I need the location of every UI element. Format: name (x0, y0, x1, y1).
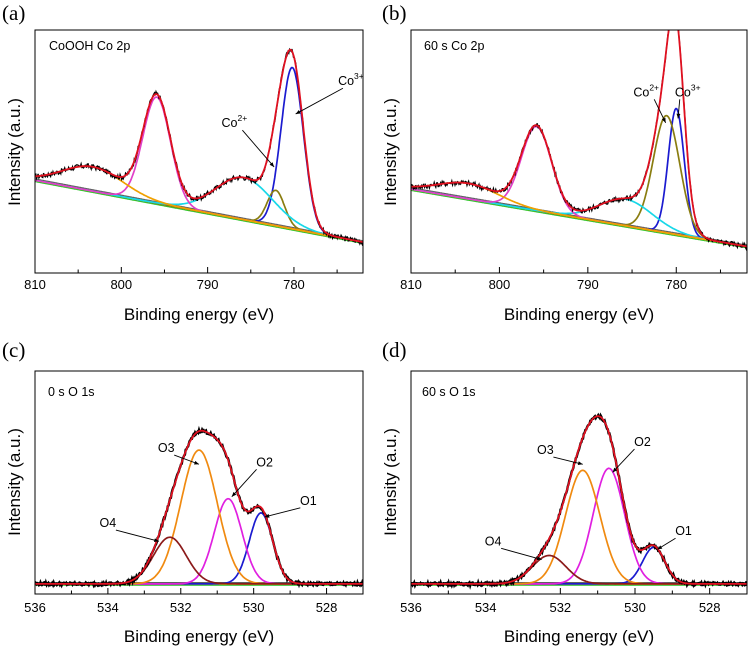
peak-label: Co2+ (222, 113, 248, 130)
x-axis-label: Binding energy (eV) (124, 305, 274, 324)
x-tick-label: 532 (170, 600, 192, 615)
peak-label: O4 (100, 516, 117, 530)
x-tick-label: 536 (24, 600, 46, 615)
peak-label: O1 (300, 494, 317, 508)
panel-title: 0 s O 1s (48, 385, 95, 399)
peak-label: O3 (537, 443, 554, 457)
peak-arrow (231, 468, 257, 497)
plot-area (411, 412, 747, 590)
plot-frame (34, 370, 364, 595)
y-axis-label: Intensity (a.u.) (5, 428, 24, 536)
peak-label: O2 (256, 455, 273, 469)
peak-arrow (115, 529, 160, 542)
panel-d: 536 534 532 530 528 (d) 60 s O 1s Binding energ… (381, 338, 748, 646)
peak-arrow-head (264, 513, 270, 518)
x-tick-label: 534 (97, 600, 119, 615)
fit-peak-o2 (411, 467, 747, 585)
x-axis-label: Binding energy (eV) (504, 627, 654, 646)
peak-arrow-head (612, 467, 618, 473)
peak-label: O3 (158, 441, 175, 455)
peak-arrow (264, 507, 301, 518)
plot-frame (34, 29, 364, 274)
x-tick-label: 532 (549, 600, 571, 615)
peak-label: Co3+ (675, 82, 701, 99)
panel-letter: (b) (382, 1, 407, 25)
peak-arrow-head (657, 545, 663, 550)
peak-arrow-head (194, 460, 199, 465)
peak-arrow (501, 547, 542, 560)
plot-area (411, 30, 747, 252)
x-tick-label: 536 (400, 600, 422, 615)
panel-title: 60 s Co 2p (424, 39, 485, 53)
peak-arrow (242, 129, 275, 168)
peak-label: Co3+ (338, 71, 364, 88)
peak-label: O2 (634, 435, 651, 449)
fit-envelope (411, 30, 747, 248)
panel-c: 536 534 532 530 528 (c) 0 s O 1s Binding energy… (2, 338, 364, 646)
panel-a: 810 800 790 780 (a) CoOOH Co 2p Binding energy… (2, 1, 364, 324)
peak-arrow-head (269, 162, 275, 167)
fit-envelope (411, 415, 747, 585)
peak-arrow (612, 448, 635, 473)
x-tick-label: 800 (110, 277, 132, 292)
peak-arrow-head (153, 538, 159, 543)
x-tick-label: 810 (400, 277, 422, 292)
background-line (35, 180, 363, 244)
peak-arrow-head (536, 556, 542, 561)
fit-peak-o4 (411, 554, 747, 585)
peak-label: O1 (675, 524, 692, 538)
raw-spectrum (411, 412, 747, 590)
x-tick-label: 528 (699, 600, 721, 615)
x-tick-label: 530 (243, 600, 265, 615)
peak-label: Co2+ (633, 82, 659, 99)
peak-arrow-head (231, 491, 237, 497)
peak-arrow-head (676, 113, 681, 119)
x-tick-label: 810 (24, 277, 46, 292)
x-tick-label: 534 (475, 600, 497, 615)
x-tick-label: 800 (489, 277, 511, 292)
peak-arrow (553, 456, 583, 465)
fit-peak-o2 (35, 497, 363, 585)
peak-arrow-head (661, 117, 666, 123)
peak-arrow (295, 87, 344, 115)
peak-arrow-head (577, 461, 583, 466)
plot-frame (410, 370, 748, 595)
background-line (411, 189, 747, 249)
plot-area (35, 425, 363, 589)
fit-envelope (35, 429, 363, 585)
peak-label-sup: 3+ (691, 82, 701, 92)
x-tick-label: 528 (316, 600, 338, 615)
x-tick-label: 780 (665, 277, 687, 292)
panel-letter: (c) (2, 338, 25, 362)
raw-spectrum (35, 47, 363, 247)
peak-label: O4 (485, 534, 502, 548)
peak-label-sup: 2+ (649, 82, 659, 92)
panel-letter: (a) (2, 1, 25, 25)
y-axis-label: Intensity (a.u.) (381, 98, 400, 206)
x-tick-label: 780 (283, 277, 305, 292)
y-axis-label: Intensity (a.u.) (5, 98, 24, 206)
fit-peak-co-2p1-2 (35, 96, 363, 243)
panel-title: CoOOH Co 2p (49, 39, 130, 53)
y-axis-label: Intensity (a.u.) (381, 428, 400, 536)
peak-label-sup: 2+ (238, 113, 248, 123)
x-tick-label: 530 (624, 600, 646, 615)
fit-envelope (35, 48, 363, 243)
plot-frame (410, 29, 748, 274)
peak-arrow-head (295, 110, 301, 114)
fit-peak-o4 (35, 536, 363, 585)
plot-area (35, 47, 363, 247)
panel-letter: (d) (382, 338, 407, 362)
x-axis-label: Binding energy (eV) (504, 305, 654, 324)
fit-peak-co3-main (35, 66, 363, 243)
panel-title: 60 s O 1s (422, 385, 476, 399)
x-tick-label: 790 (197, 277, 219, 292)
fit-peak-o3 (35, 449, 363, 585)
x-axis-label: Binding energy (eV) (124, 627, 274, 646)
x-tick-label: 790 (577, 277, 599, 292)
peak-label-sup: 3+ (354, 71, 364, 81)
panel-b: 810 800 790 780 (b) 60 s Co 2p Binding energy … (381, 1, 748, 324)
